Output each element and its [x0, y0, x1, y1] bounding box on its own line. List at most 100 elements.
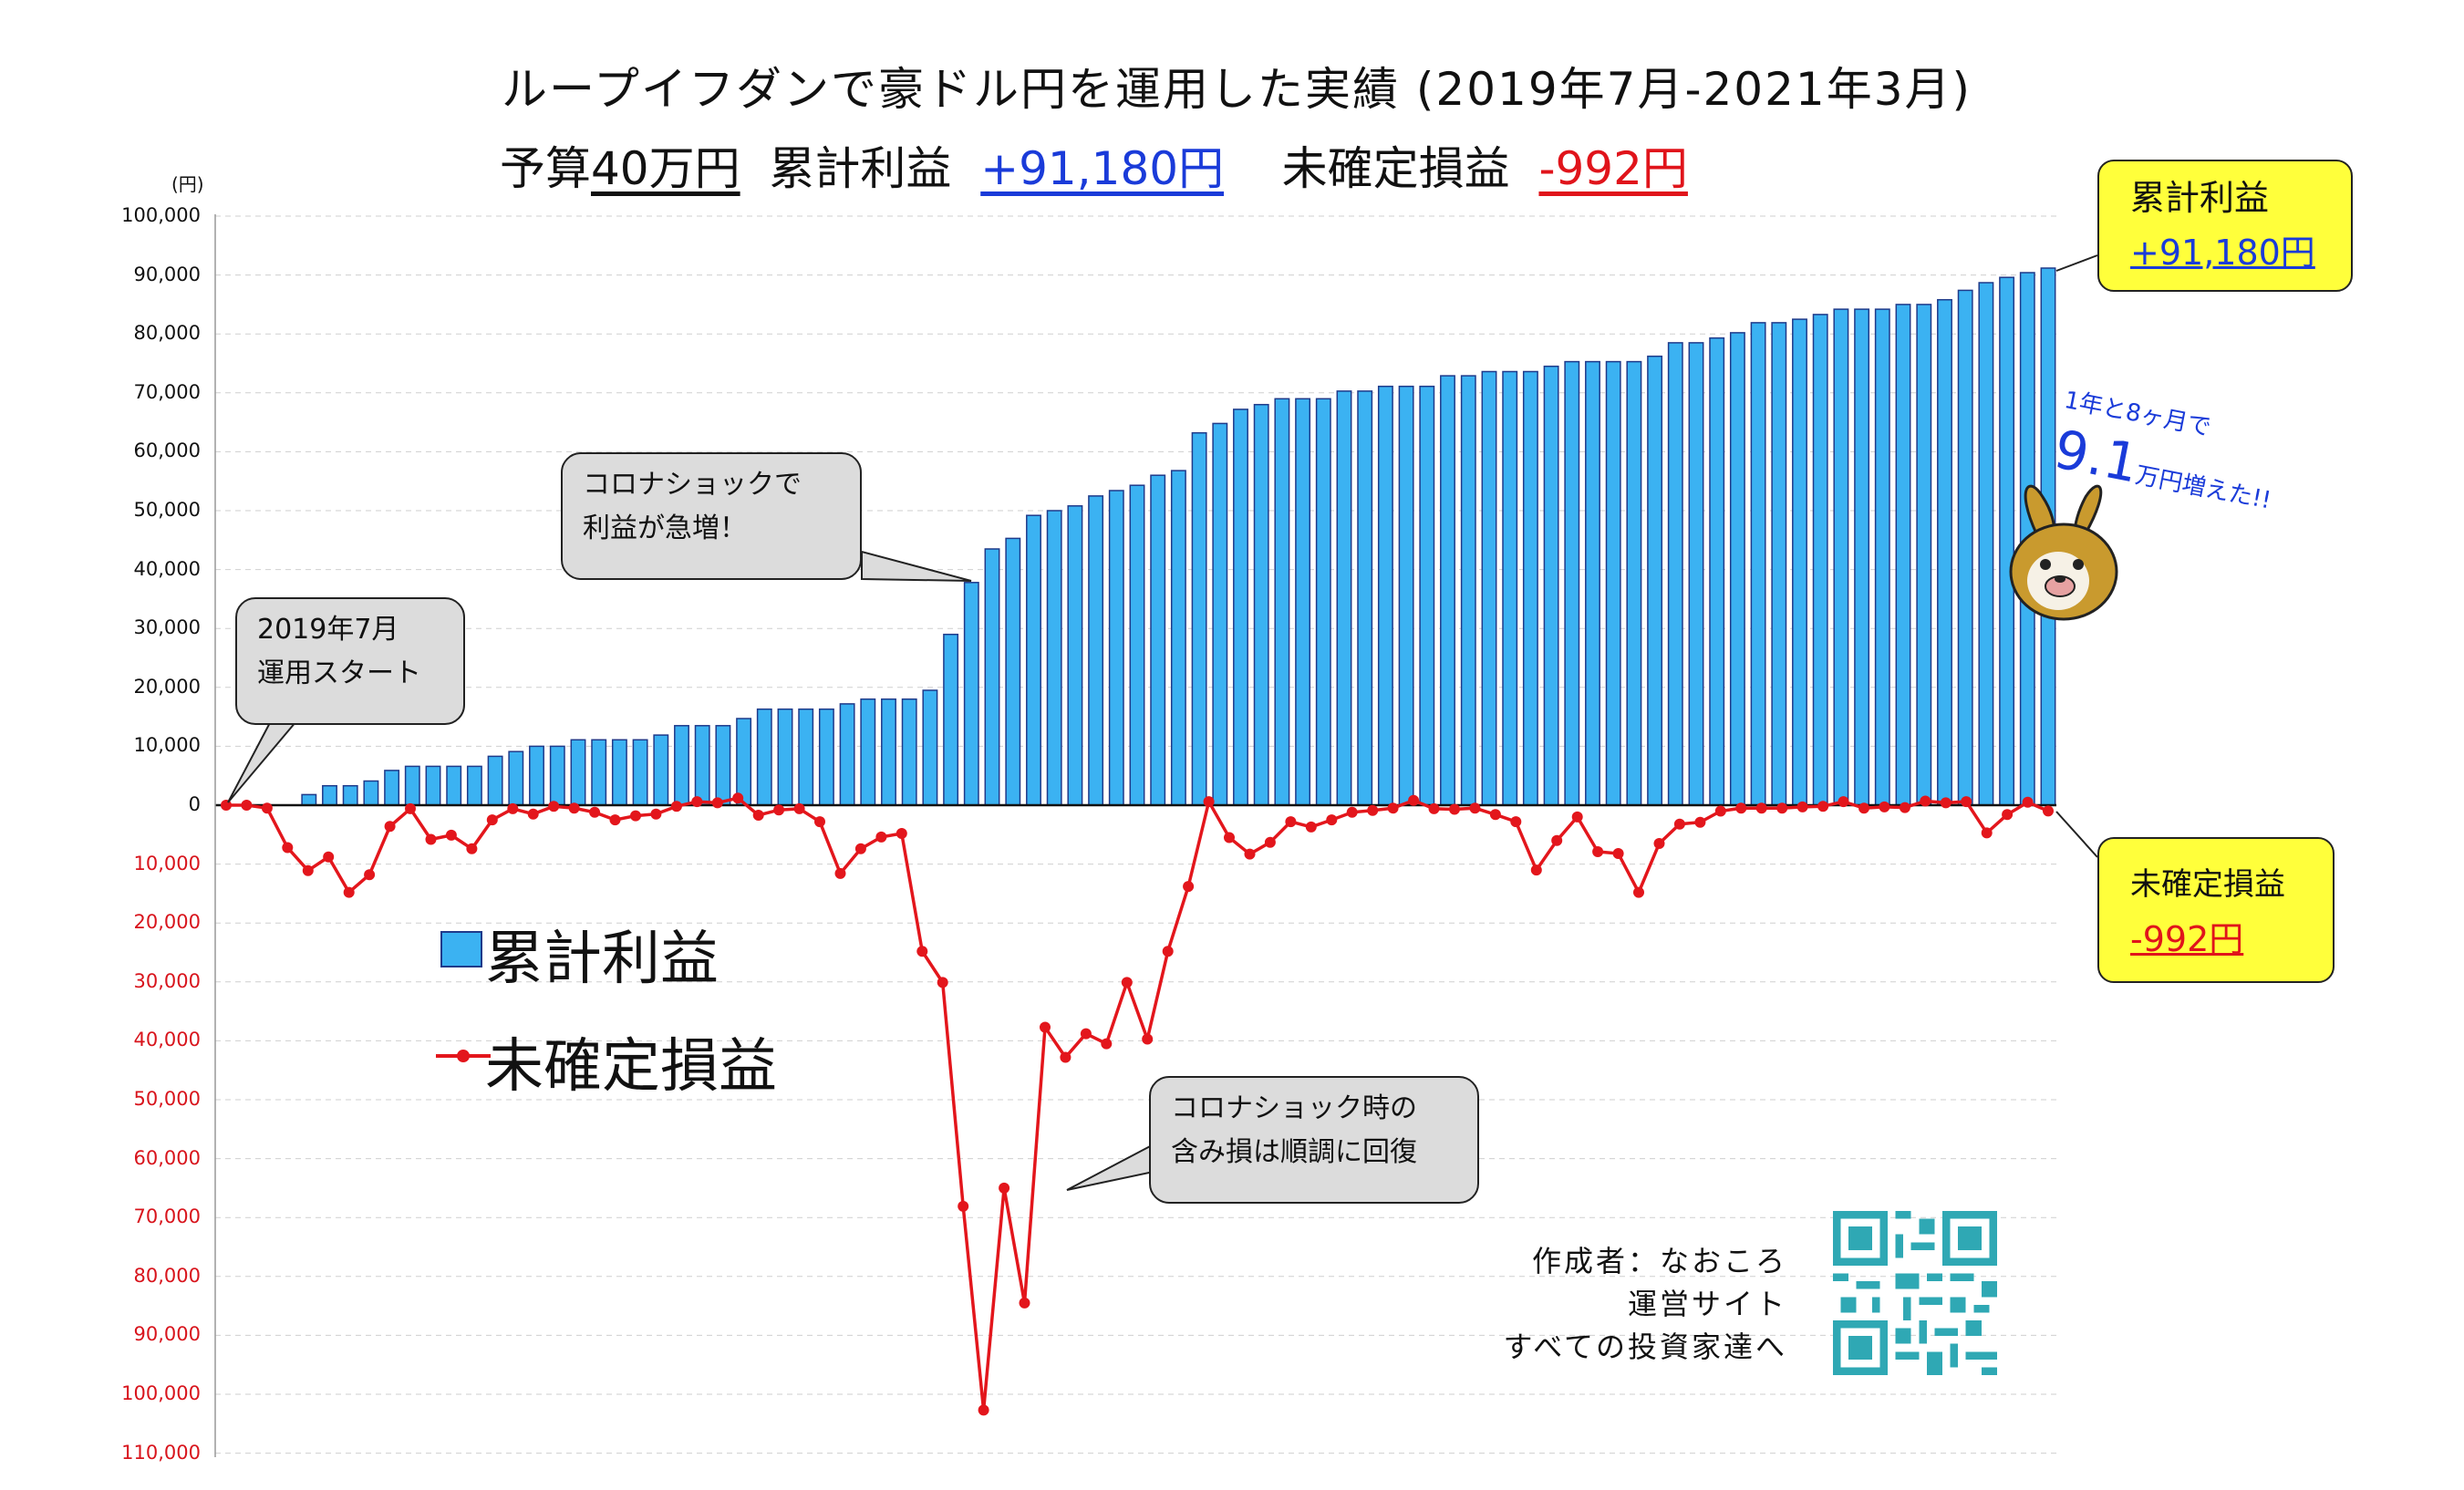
profit-bar: [632, 739, 648, 806]
profit-bar: [1419, 385, 1435, 806]
profit-bar: [1833, 308, 1849, 806]
unrealized-point: [323, 851, 335, 863]
unrealized-point: [1449, 803, 1460, 815]
unrealized-point: [1346, 806, 1358, 818]
profit-bar: [1667, 342, 1683, 806]
start-callout-tail: [227, 715, 304, 803]
unrealized-point: [1633, 886, 1644, 898]
recovery-callout: コロナショック時の 含み損は順調に回復: [1149, 1076, 1479, 1204]
unrealized-point: [1653, 838, 1665, 849]
unrealized-point: [1224, 832, 1235, 843]
profit-bar: [1108, 490, 1124, 806]
legend-profit: 累計利益: [485, 926, 719, 993]
profit-bar: [322, 784, 337, 806]
profit-bar: [984, 548, 1000, 806]
unrealized-point: [1285, 816, 1297, 828]
chart-title: ループイフダンで豪ドル円を運用した実績 (2019年7月-2021年3月): [502, 63, 1972, 116]
profit-bar: [611, 739, 627, 806]
unrealized-point: [364, 869, 376, 881]
unrealized-point: [1735, 802, 1747, 814]
unrealized-point: [1040, 1021, 1051, 1033]
unrealized-point: [466, 843, 478, 854]
y-tick-label: 80,000: [133, 322, 201, 345]
y-tick-label: 100,000: [121, 204, 201, 226]
covid-callout-tail: [861, 550, 972, 582]
profit-bar: [715, 725, 731, 806]
profit-bar: [570, 739, 586, 806]
recovery-callout-tail: [1066, 1143, 1154, 1191]
profit-bar: [1854, 308, 1870, 806]
unrealized-point: [937, 977, 948, 988]
profit-bar: [1191, 431, 1207, 806]
unrealized-point: [507, 802, 519, 814]
y-tick-label: 90,000: [133, 263, 201, 285]
unrealized-point: [1183, 881, 1195, 893]
profit-bar: [1957, 289, 1973, 806]
unrealized-point: [2022, 796, 2034, 808]
unrealized-point: [1551, 834, 1563, 846]
unrealized-point: [1961, 796, 1972, 808]
legend-profit-swatch: [440, 931, 482, 967]
unrealized-point: [732, 792, 744, 804]
profit-bar: [1336, 390, 1352, 806]
profit-bar: [1895, 304, 1911, 806]
profit-bar: [508, 750, 524, 806]
unrealized-point: [896, 828, 907, 839]
unrealized-point: [1428, 802, 1440, 814]
profit-bar: [1170, 470, 1186, 806]
y-tick-label: 10,000: [133, 852, 201, 874]
profit-bar: [1357, 390, 1373, 806]
unrealized-point: [1796, 801, 1808, 812]
profit-bar: [1647, 355, 1663, 806]
unrealized-point: [1142, 1033, 1154, 1045]
unrealized-point: [999, 1182, 1010, 1194]
profit-bar: [1026, 514, 1041, 806]
profit-bar: [342, 784, 358, 806]
profit-bar: [1005, 537, 1021, 806]
profit-bar: [1916, 304, 1932, 806]
unrealized-point: [1101, 1038, 1113, 1050]
unrealized-point: [1981, 827, 1993, 839]
unrealized-point: [1469, 802, 1481, 814]
qr-code-icon[interactable]: [1833, 1211, 1997, 1375]
y-tick-label: 20,000: [133, 911, 201, 934]
profit-bar: [653, 734, 669, 806]
profit-bar: [901, 698, 917, 806]
y-tick-label: 70,000: [133, 380, 201, 403]
profit-bar: [1295, 398, 1311, 806]
profit-bar: [1502, 370, 1518, 806]
unrealized-label: 未確定損益: [1281, 142, 1510, 195]
unrealized-point: [650, 808, 662, 820]
profit-highlight: 累計利益 +91,180円: [2097, 160, 2353, 292]
y-tick-label: 40,000: [133, 1029, 201, 1051]
profit-bar: [1481, 370, 1497, 806]
profit-bar: [1274, 398, 1290, 806]
unrealized-point: [1920, 795, 1931, 807]
covid-callout-line1: コロナショックで: [583, 469, 802, 501]
budget-value: 40万円: [591, 142, 740, 195]
profit-bar: [922, 689, 938, 806]
unrealized-point: [548, 801, 560, 812]
profit-bar: [363, 780, 379, 806]
profit-callout-pointer: [2055, 254, 2098, 272]
unrealized-point: [773, 804, 785, 816]
unrealized-point: [1510, 816, 1522, 828]
profit-value: +91,180円: [980, 142, 1225, 195]
unrealized-point: [1326, 814, 1338, 826]
unrealized-point: [978, 1404, 989, 1416]
profit-bar: [736, 718, 752, 806]
profit-bar: [1522, 370, 1538, 806]
unrealized-point: [1714, 805, 1726, 817]
y-tick-label: 20,000: [133, 675, 201, 698]
y-tick-label: 50,000: [133, 1088, 201, 1110]
profit-bar: [466, 765, 482, 806]
unrealized-point: [1080, 1028, 1092, 1040]
y-tick-label: 90,000: [133, 1323, 201, 1346]
unrealized-point: [1408, 794, 1420, 806]
profit-label: 累計利益: [769, 142, 952, 195]
unrealized-point: [1367, 804, 1379, 816]
unrealized-point: [1489, 809, 1501, 821]
unrealized-point: [2002, 809, 2014, 821]
profit-bar: [1771, 322, 1787, 806]
unrealized-point: [1060, 1051, 1072, 1063]
